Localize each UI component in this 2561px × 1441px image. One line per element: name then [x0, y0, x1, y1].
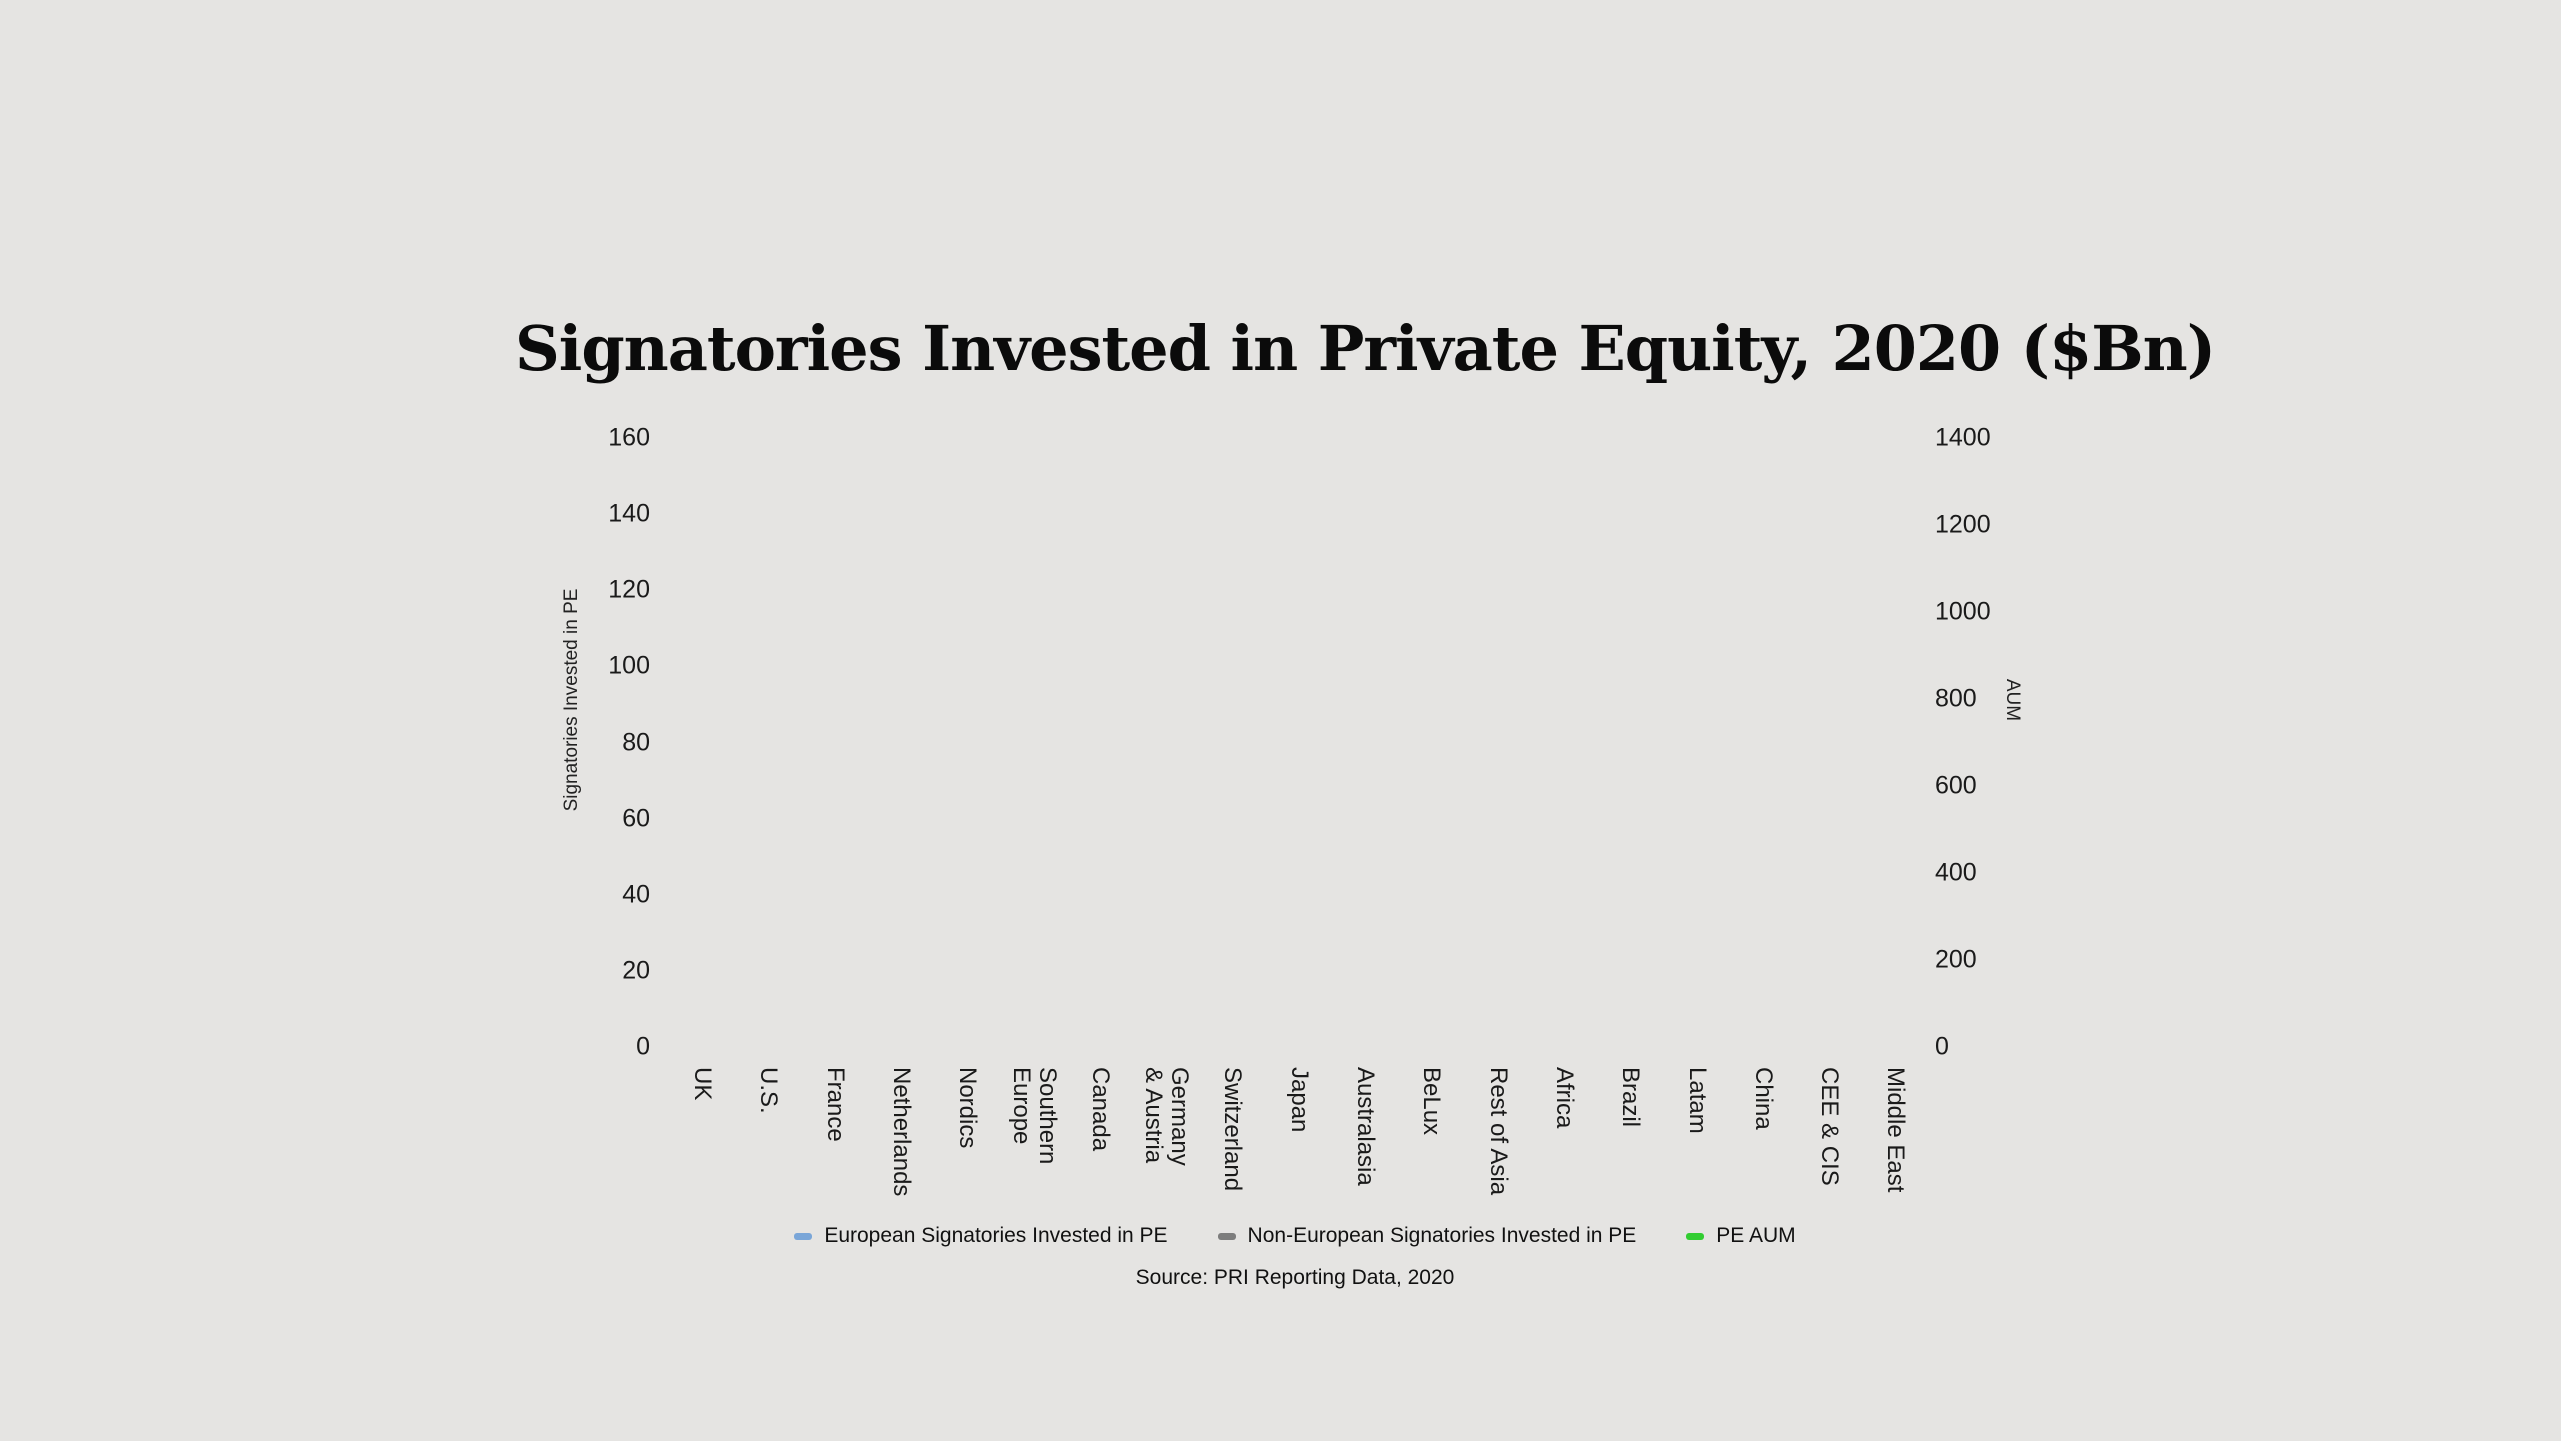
- x-axis-label: China: [1749, 1067, 1777, 1130]
- right-axis-tick: 800: [1935, 684, 1977, 713]
- x-axis-label: Japan: [1285, 1067, 1313, 1133]
- legend-label: PE AUM: [1716, 1224, 1796, 1247]
- left-axis-tick: 20: [622, 956, 650, 985]
- x-axis-label: Australasia: [1352, 1067, 1379, 1186]
- x-axis-label: U.S.: [755, 1067, 783, 1114]
- left-axis-tick: 60: [622, 804, 650, 833]
- chart-legend: European Signatories Invested in PE Non-E…: [515, 1224, 2075, 1248]
- right-axis-tick: 200: [1935, 945, 1977, 974]
- right-axis-tick: 1000: [1935, 597, 1991, 626]
- x-axis-label: Latam: [1683, 1067, 1711, 1134]
- right-axis-tick: 1400: [1935, 423, 1991, 452]
- x-axis-label: Canada: [1086, 1067, 1114, 1152]
- x-axis-label: France: [821, 1067, 849, 1142]
- right-axis-title: AUM: [2002, 678, 2023, 722]
- legend-item: PE AUM: [1686, 1224, 1796, 1248]
- left-axis-tick: 120: [608, 575, 650, 604]
- right-axis-tick: 400: [1935, 858, 1977, 887]
- x-axis-label: Middle East: [1882, 1067, 1910, 1193]
- x-axis-label: Southern Europe: [1007, 1067, 1061, 1165]
- legend-item: European Signatories Invested in PE: [794, 1224, 1168, 1248]
- legend-swatch-icon: [1217, 1232, 1236, 1240]
- left-axis-tick: 100: [608, 651, 650, 680]
- x-axis-label: Germany & Austria: [1140, 1067, 1194, 1166]
- x-axis-label: Brazil: [1617, 1067, 1645, 1128]
- x-axis-label: BeLux: [1418, 1067, 1446, 1136]
- x-axis-label: CEE & CIS: [1816, 1067, 1844, 1186]
- left-axis-tick: 40: [622, 880, 650, 909]
- chart-title: Signatories Invested in Private Equity, …: [515, 312, 2216, 385]
- legend-label: Non-European Signatories Invested in PE: [1247, 1224, 1637, 1247]
- x-axis-label: Switzerland: [1219, 1067, 1247, 1192]
- legend-item: Non-European Signatories Invested in PE: [1217, 1224, 1637, 1248]
- left-axis-tick: 0: [636, 1032, 650, 1061]
- right-axis-tick: 1200: [1935, 510, 1991, 539]
- x-axis-label: UK: [689, 1067, 716, 1101]
- left-axis-title: Signatories Invested in PE: [561, 588, 582, 812]
- right-axis-tick: 0: [1935, 1032, 1949, 1061]
- legend-label: European Signatories Invested in PE: [824, 1224, 1168, 1247]
- source-note: Source: PRI Reporting Data, 2020: [1135, 1266, 1455, 1289]
- legend-swatch-icon: [1686, 1232, 1705, 1240]
- x-axis-label: Africa: [1550, 1067, 1578, 1129]
- left-axis-tick: 140: [608, 499, 650, 528]
- left-axis-tick: 160: [608, 423, 650, 452]
- left-axis-tick: 80: [622, 728, 650, 756]
- x-axis-label: Netherlands: [887, 1067, 915, 1197]
- right-axis-tick: 600: [1935, 771, 1977, 800]
- legend-swatch-icon: [794, 1232, 813, 1240]
- x-axis-label: Nordics: [954, 1067, 982, 1149]
- x-axis-label: Rest of Asia: [1484, 1067, 1512, 1196]
